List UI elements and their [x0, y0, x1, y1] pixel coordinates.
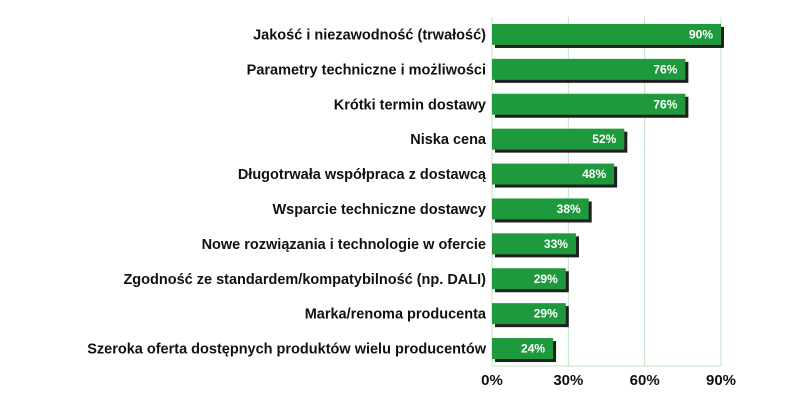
x-tick-label: 90%	[706, 372, 736, 389]
bar	[492, 338, 554, 360]
x-tick-label: 60%	[630, 372, 660, 389]
category-label: Zgodność ze standardem/kompatybilność (n…	[123, 272, 486, 288]
bar	[492, 198, 589, 220]
bar	[492, 233, 576, 255]
category-label: Niska cena	[410, 132, 487, 148]
data-label: 24%	[521, 342, 545, 356]
bar	[492, 303, 566, 325]
category-label: Parametry techniczne i możliwości	[247, 62, 486, 78]
category-label: Marka/renoma producenta	[305, 307, 487, 323]
bar	[492, 268, 566, 290]
bar	[492, 93, 686, 115]
bar	[492, 23, 721, 45]
data-label: 76%	[653, 62, 677, 76]
bar	[492, 58, 686, 80]
category-label: Krótki termin dostawy	[334, 97, 486, 113]
category-label: Nowe rozwiązania i technologie w ofercie	[202, 237, 486, 253]
bar	[492, 128, 625, 150]
bars: 90% 76% 76% 52% 48% 38% 33% 29% 29% 24%	[492, 23, 724, 363]
x-tick-label: 30%	[553, 372, 583, 389]
data-label: 48%	[582, 167, 606, 181]
category-label: Jakość i niezawodność (trwałość)	[253, 27, 486, 43]
x-tick-label: 0%	[481, 372, 503, 389]
x-axis-tick-labels: 0% 30% 60% 90%	[481, 372, 736, 389]
bar	[492, 163, 615, 185]
category-label: Szeroka oferta dostępnych produktów wiel…	[87, 342, 487, 358]
data-label: 29%	[534, 272, 558, 286]
data-label: 29%	[534, 307, 558, 321]
data-label: 38%	[557, 202, 581, 216]
category-label: Wsparcie techniczne dostawcy	[272, 202, 486, 218]
category-labels: Jakość i niezawodność (trwałość) Parametr…	[87, 27, 487, 357]
data-label: 33%	[544, 237, 568, 251]
data-label: 76%	[653, 97, 677, 111]
data-label: 90%	[689, 27, 713, 41]
category-label: Długotrwała współpraca z dostawcą	[238, 167, 487, 183]
data-label: 52%	[592, 132, 616, 146]
